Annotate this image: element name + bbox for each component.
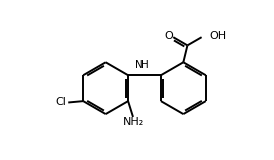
Text: OH: OH bbox=[210, 31, 227, 41]
Text: NH₂: NH₂ bbox=[123, 117, 144, 127]
Text: O: O bbox=[164, 31, 173, 41]
Text: N: N bbox=[135, 60, 142, 70]
Text: H: H bbox=[141, 60, 149, 70]
Text: Cl: Cl bbox=[55, 97, 66, 108]
